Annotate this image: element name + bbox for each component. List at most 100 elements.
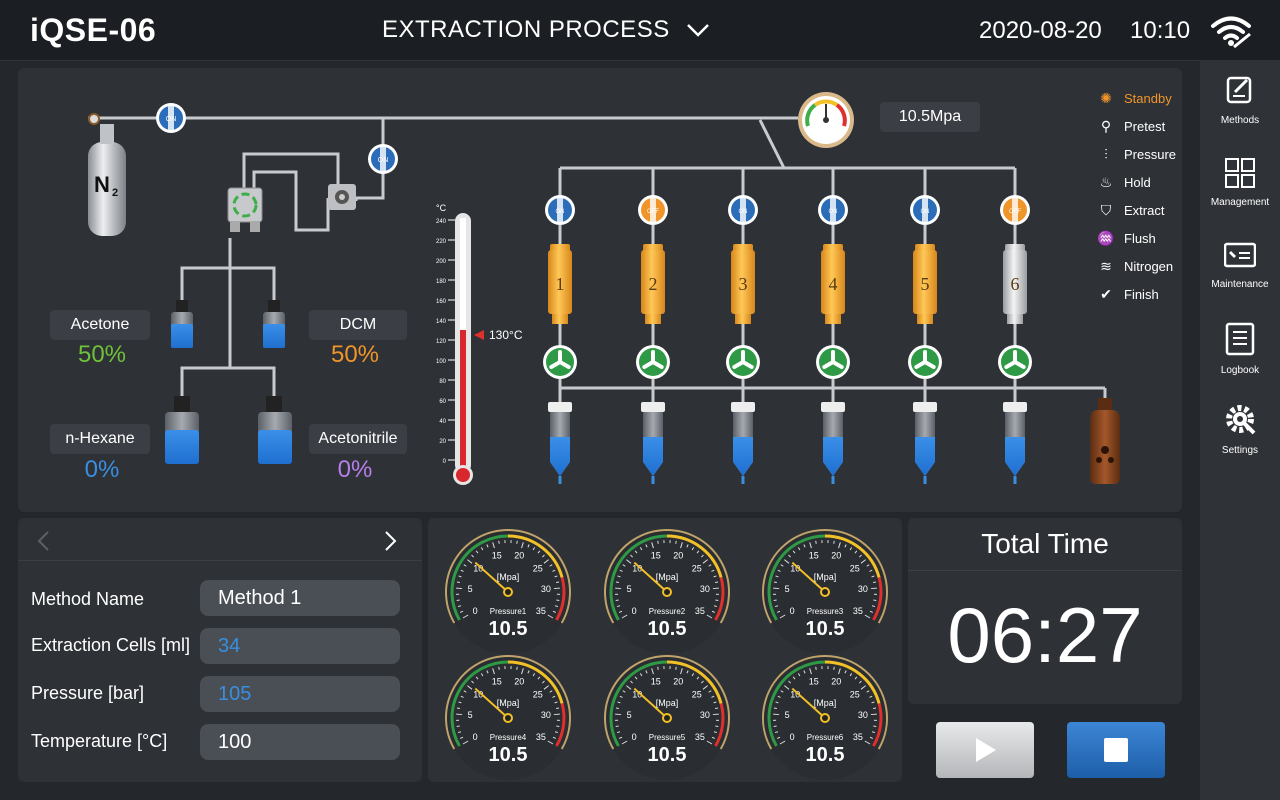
extraction-cell-4: ON 4 [816,195,850,484]
legend-item-pressure: ⫶ Pressure [1096,145,1176,163]
settings-icon [1226,405,1256,435]
legend-item-flush: ♒ Flush [1096,229,1156,247]
sidebar-item-methods[interactable]: Methods [1200,74,1280,126]
thermometer-tick: 80 [439,379,446,385]
cell-valve-2[interactable]: OFF [638,195,668,225]
gauge-value: 10.5 [489,744,528,766]
app-title: iQSE-06 [30,12,157,48]
cell-pump-5 [908,345,942,379]
sidebar: Methods Management Maintenance Logbook S… [1200,60,1280,800]
method-name-field[interactable]: Method 1 [200,580,400,616]
play-button[interactable] [936,722,1034,778]
gauge-scale-label: 10 [790,689,800,699]
cell-valve-4[interactable]: ON [818,195,848,225]
sidebar-item-logbook[interactable]: Logbook [1200,322,1280,376]
pretest-icon: ⚲ [1100,118,1112,134]
grid-icon [1225,158,1255,188]
secondary-valve-state: ON [378,157,389,164]
collection-vial-3 [731,402,755,484]
sidebar-item-management[interactable]: Management [1200,158,1280,208]
sidebar-item-label: Logbook [1220,365,1260,376]
process-diagram: N 2 ON ON [88,92,1120,485]
nitrogen-icon: ≋ [1100,258,1112,274]
secondary-valve[interactable]: ON [368,144,398,174]
legend-item-label: Flush [1124,231,1156,246]
extraction-cell-5: ON 5 [908,195,942,484]
thermometer-tick: 220 [436,239,447,245]
date-display: 2020-08-20 [979,17,1102,44]
thermometer-tick: 160 [436,299,447,305]
chevron-left-icon[interactable] [36,530,52,552]
legend-item-pretest: ⚲ Pretest [1096,117,1165,135]
cell-pump-2 [636,345,670,379]
legend-item-standby: ✺ Standby [1096,89,1172,107]
thermometer-unit: °C [436,203,447,213]
logbook-icon [1225,322,1255,356]
gauge-scale-label: 15 [492,551,502,561]
thermometer-tick: 100 [436,359,447,365]
pressure-gauge-5: 0 5 10 15 20 25 30 35 [Mpa] Pressure5 10.5 [604,655,730,780]
legend-item-label: Nitrogen [1124,259,1174,274]
gauge-scale-label: 5 [627,710,632,720]
cell-valve-3[interactable]: ON [728,195,758,225]
cell-valve-6[interactable]: OFF [1000,195,1030,225]
sidebar-item-maintenance[interactable]: Maintenance [1200,242,1280,290]
sidebar-item-label: Settings [1221,445,1259,456]
gauge-scale-label: 0 [632,732,637,742]
gauge-unit: [Mpa] [656,572,679,582]
gauge-scale-label: 15 [492,677,502,687]
legend-item-extract: ⛉ Extract [1096,201,1165,219]
chevron-down-icon[interactable] [686,22,710,38]
gauge-label: Pressure3 [807,607,844,616]
gauge-scale-label: 25 [533,563,543,573]
legend-item-label: Pretest [1124,119,1166,134]
cell-valve-5[interactable]: ON [910,195,940,225]
gauge-unit: [Mpa] [497,572,520,582]
method-nav-bar [18,518,422,561]
timer-panel [908,518,1182,704]
collection-vial-2 [641,402,665,484]
thermometer-reading: 130°C [489,328,523,342]
temperature-field[interactable]: 100 [200,724,400,760]
gauge-scale-label: 30 [541,710,551,720]
valve-state: ON [921,209,930,215]
sidebar-item-settings[interactable]: Settings [1200,402,1280,456]
method-name-label: Method Name [31,589,145,609]
mixing-valve [227,187,263,232]
solvent-percent-dcm: 50% [330,341,380,368]
gauge-scale-label: 0 [790,732,795,742]
solvent-percent-acetone: 50% [77,341,127,368]
cell-number: 5 [921,274,930,294]
cell-valve-1[interactable]: ON [545,195,575,225]
gauge-scale-label: 15 [809,677,819,687]
gauge-scale-label: 5 [785,710,790,720]
process-title[interactable]: EXTRACTION PROCESS [382,16,670,43]
gauge-scale-label: 0 [473,606,478,616]
main-valve[interactable]: ON [156,103,186,133]
edit-icon [1226,76,1252,104]
extraction-cells-field[interactable]: 34 [200,628,400,664]
sidebar-item-label: Maintenance [1211,279,1269,290]
solvent-bottle-acetonitrile [258,396,292,464]
gauge-scale-label: 10 [790,563,800,573]
main-pressure-gauge [790,92,854,148]
gauge-label: Pressure1 [490,607,527,616]
sidebar-item-label: Management [1210,197,1270,208]
legend-item-label: Finish [1124,287,1159,302]
gauge-value: 10.5 [806,744,845,766]
stop-button[interactable] [1067,722,1165,778]
legend-item-label: Extract [1124,203,1165,218]
pressure-icon: ⫶ [1104,146,1108,162]
pressure-gauge-1: 0 5 10 15 20 25 30 35 [Mpa] Pressure1 10.5 [445,529,571,654]
extraction-cell-3: ON 3 [726,195,760,484]
gauge-scale-label: 5 [468,710,473,720]
solvent-bottle-hexane [165,396,199,464]
chevron-right-icon[interactable] [382,530,398,552]
top-bar [0,0,1280,61]
timer-header [908,518,1182,571]
gauge-scale-label: 20 [673,551,683,561]
pressure-gauge-3: 0 5 10 15 20 25 30 35 [Mpa] Pressure3 10.5 [762,529,888,654]
pressure-field[interactable]: 105 [200,676,400,712]
thermometer-tick: 40 [439,419,446,425]
